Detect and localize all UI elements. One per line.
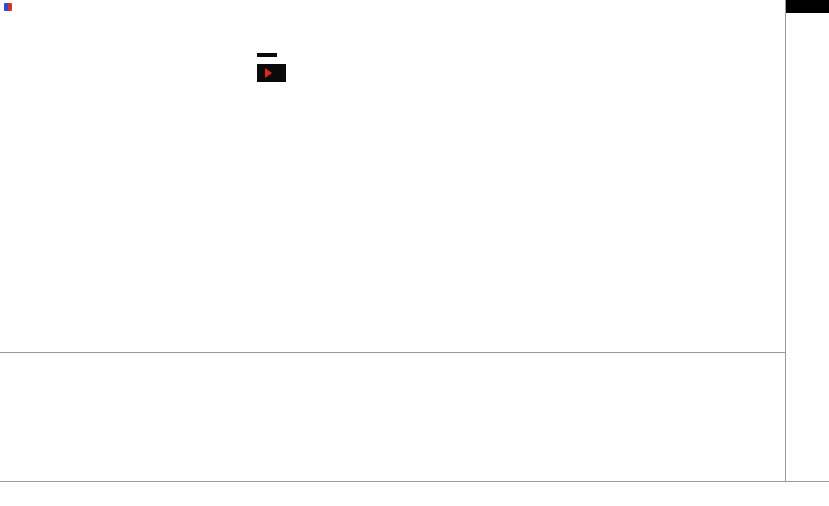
- symbol-info: [4, 3, 47, 11]
- red-arrow-icon: [265, 68, 272, 78]
- time-axis[interactable]: [0, 481, 829, 506]
- fxpro-logo: [257, 44, 286, 82]
- main-chart-canvas[interactable]: [0, 0, 785, 352]
- current-price-tag: [786, 0, 829, 13]
- panel-separator[interactable]: [0, 352, 829, 353]
- logo-wordmark: [257, 53, 277, 57]
- logo-tagline: [257, 64, 286, 82]
- rsi-chart-canvas[interactable]: [0, 353, 785, 480]
- price-axis[interactable]: [785, 0, 829, 481]
- symbol-icon: [4, 3, 12, 11]
